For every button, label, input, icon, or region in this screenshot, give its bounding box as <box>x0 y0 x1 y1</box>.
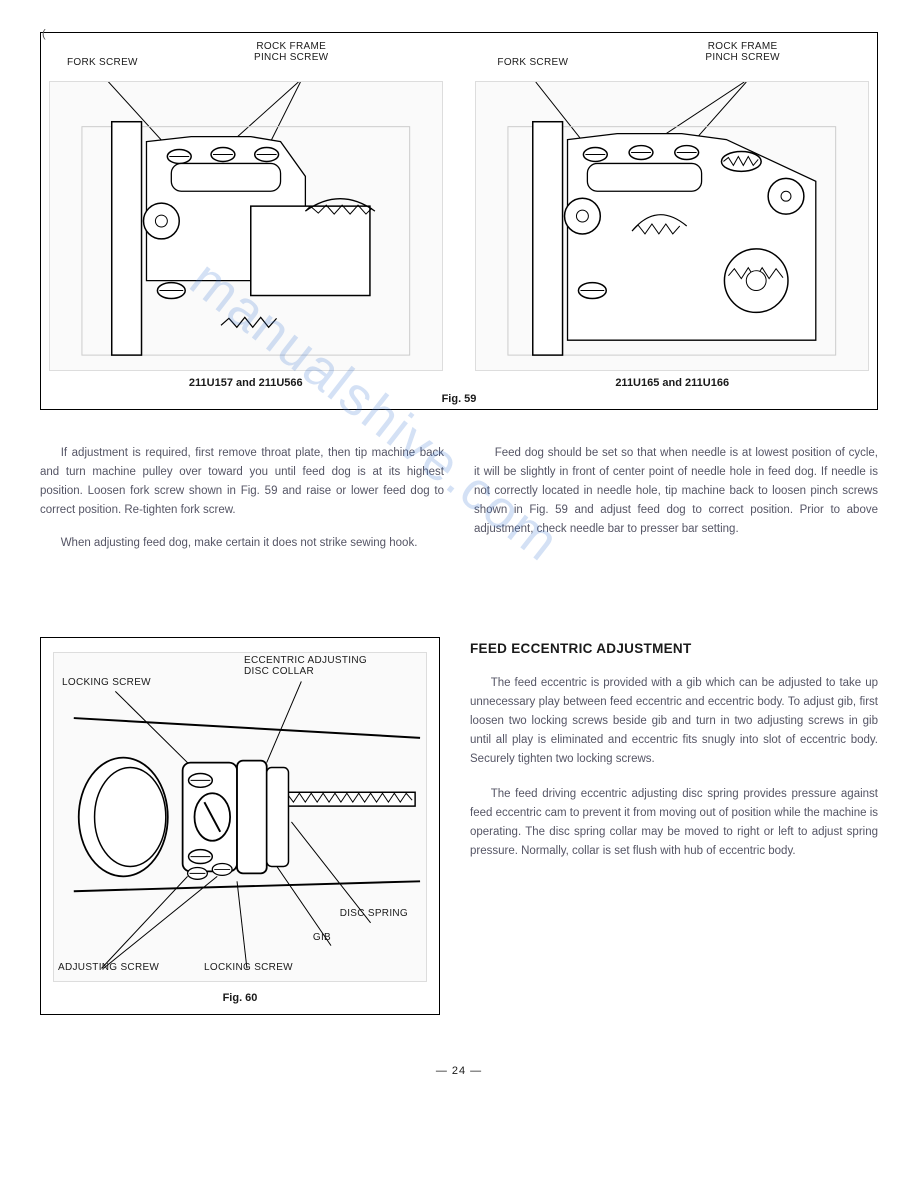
page-number: — 24 — <box>40 1065 878 1077</box>
figure-60-container: LOCKING SCREW ECCENTRIC ADJUSTING DISC C… <box>40 637 440 1015</box>
label-eccentric-collar: ECCENTRIC ADJUSTING DISC COLLAR <box>244 655 367 677</box>
label-adjusting-screw: ADJUSTING SCREW <box>58 962 159 973</box>
figure-59-container: FORK SCREW ROCK FRAME PINCH SCREW <box>40 32 878 410</box>
figure-59-left-art <box>49 81 443 371</box>
figure-59-right-art <box>475 81 869 371</box>
body-text-columns: If adjustment is required, first remove … <box>40 444 878 567</box>
body-left-p1: If adjustment is required, first remove … <box>40 444 444 520</box>
label-rock-frame-right: ROCK FRAME PINCH SCREW <box>705 41 779 63</box>
figure-59-right: FORK SCREW ROCK FRAME PINCH SCREW <box>475 41 869 389</box>
section-p1: The feed eccentric is provided with a gi… <box>470 674 878 769</box>
label-fork-screw-left: FORK SCREW <box>67 57 138 68</box>
label-gib: GIB <box>313 932 331 943</box>
section-p2: The feed driving eccentric adjusting dis… <box>470 785 878 861</box>
label-disc-spring: DISC SPRING <box>340 908 408 919</box>
section-heading: FEED ECCENTRIC ADJUSTMENT <box>470 641 878 656</box>
body-left-column: If adjustment is required, first remove … <box>40 444 444 567</box>
label-locking-screw-bottom: LOCKING SCREW <box>204 962 293 973</box>
figure-59-left-caption: 211U157 and 211U566 <box>49 377 443 389</box>
feed-eccentric-section: FEED ECCENTRIC ADJUSTMENT The feed eccen… <box>470 637 878 1015</box>
body-right-p1: Feed dog should be set so that when need… <box>474 444 878 539</box>
figure-59-label: Fig. 59 <box>49 393 869 405</box>
label-fork-screw-right: FORK SCREW <box>497 57 568 68</box>
figure-60-art: LOCKING SCREW ECCENTRIC ADJUSTING DISC C… <box>53 652 427 982</box>
label-locking-screw-top: LOCKING SCREW <box>62 677 151 688</box>
body-right-column: Feed dog should be set so that when need… <box>474 444 878 567</box>
label-rock-frame-left: ROCK FRAME PINCH SCREW <box>254 41 328 63</box>
figure-59-diagrams: FORK SCREW ROCK FRAME PINCH SCREW <box>49 41 869 389</box>
lower-section: LOCKING SCREW ECCENTRIC ADJUSTING DISC C… <box>40 637 878 1015</box>
page-tick-mark: ( <box>42 28 46 40</box>
figure-59-right-caption: 211U165 and 211U166 <box>475 377 869 389</box>
body-left-p2: When adjusting feed dog, make certain it… <box>40 534 444 553</box>
figure-59-left: FORK SCREW ROCK FRAME PINCH SCREW <box>49 41 443 389</box>
figure-60-caption: Fig. 60 <box>53 992 427 1004</box>
